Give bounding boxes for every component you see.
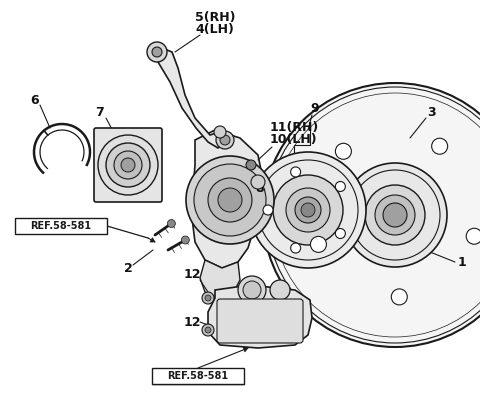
Circle shape [220,135,230,145]
Text: 9: 9 [311,101,319,115]
Circle shape [98,135,158,195]
Circle shape [311,236,326,252]
Text: 12: 12 [183,316,201,328]
Circle shape [301,203,315,217]
Circle shape [106,143,150,187]
Text: 1: 1 [457,256,467,269]
Circle shape [336,228,346,238]
Circle shape [181,236,189,244]
Circle shape [168,220,175,228]
Text: 6: 6 [31,94,39,107]
Circle shape [152,47,162,57]
Circle shape [365,185,425,245]
Circle shape [432,138,448,154]
Circle shape [263,83,480,347]
Circle shape [343,163,447,267]
Circle shape [246,160,256,170]
Circle shape [205,295,211,301]
Circle shape [214,126,226,138]
Polygon shape [150,238,155,242]
Polygon shape [208,285,312,348]
Circle shape [114,151,142,179]
Polygon shape [200,260,240,300]
Circle shape [286,188,330,232]
Text: 7: 7 [96,105,104,119]
Circle shape [186,156,274,244]
Circle shape [270,280,290,300]
Circle shape [263,205,273,215]
Text: 12: 12 [183,269,201,281]
Text: REF.58-581: REF.58-581 [30,221,92,231]
Text: 3: 3 [428,105,436,119]
Text: 4(LH): 4(LH) [195,23,234,37]
Text: 11(RH): 11(RH) [270,121,319,135]
Circle shape [208,178,252,222]
Text: REF.58-581: REF.58-581 [168,371,228,381]
Circle shape [290,167,300,177]
Text: 2: 2 [124,261,132,275]
Circle shape [202,324,214,336]
Circle shape [218,188,242,212]
Circle shape [202,292,214,304]
Circle shape [250,152,366,268]
Bar [15,218,107,234]
FancyBboxPatch shape [217,299,303,343]
Circle shape [336,143,351,159]
Circle shape [375,195,415,235]
Circle shape [205,327,211,333]
Polygon shape [192,130,262,268]
Circle shape [391,289,408,305]
Polygon shape [152,48,225,148]
Circle shape [273,175,343,245]
Circle shape [121,158,135,172]
Circle shape [290,243,300,253]
Text: 8: 8 [256,181,264,195]
Circle shape [383,203,407,227]
Circle shape [216,131,234,149]
Bar [152,368,244,384]
Circle shape [147,42,167,62]
Polygon shape [243,347,248,352]
FancyBboxPatch shape [94,128,162,202]
Circle shape [194,164,266,236]
Circle shape [466,228,480,244]
Circle shape [251,175,265,189]
Text: 5(RH): 5(RH) [195,12,236,25]
Circle shape [243,281,261,299]
Circle shape [238,276,266,304]
Text: 10(LH): 10(LH) [270,133,318,146]
Circle shape [295,197,321,223]
Circle shape [336,181,346,191]
